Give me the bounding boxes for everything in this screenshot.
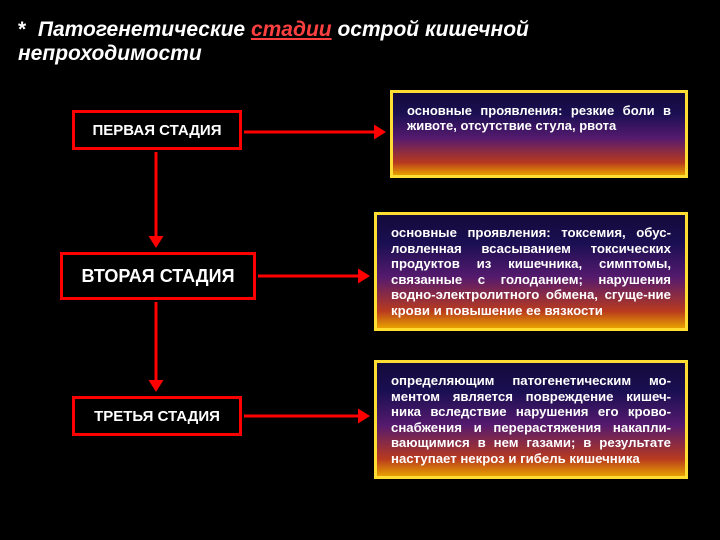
arrows-layer (0, 0, 720, 540)
